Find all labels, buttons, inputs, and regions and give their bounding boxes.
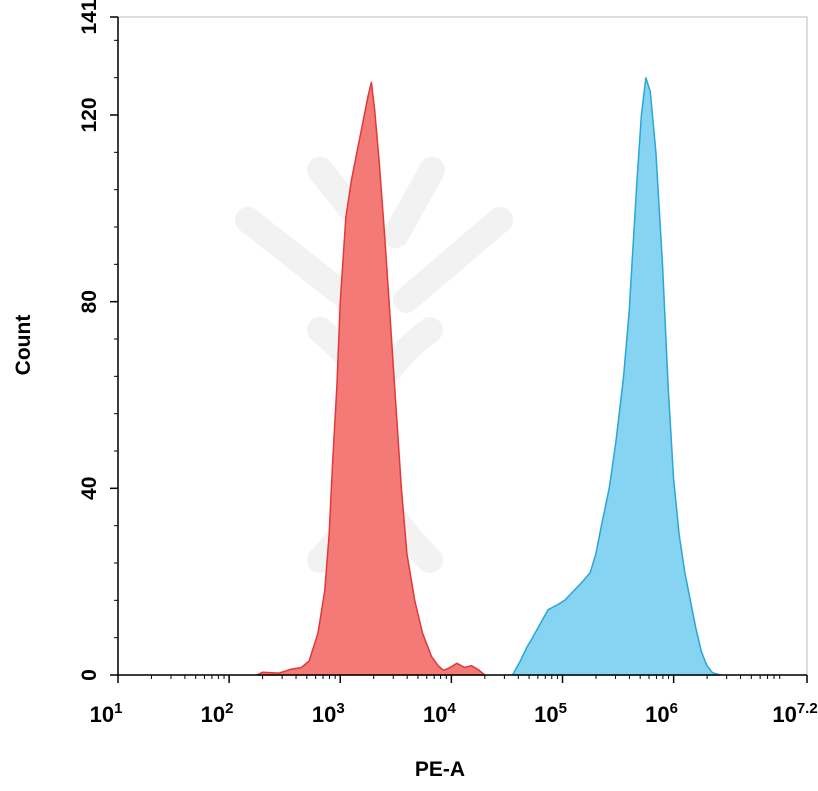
x-tick-label: 102 xyxy=(201,700,234,727)
x-tick-label: 103 xyxy=(312,700,345,727)
plot-frame xyxy=(117,16,808,676)
x-tick-label: 107.2 xyxy=(772,700,817,727)
y-axis-title: Count xyxy=(12,315,35,376)
x-axis-title: PE-A xyxy=(415,758,465,781)
y-tick-label: 40 xyxy=(78,477,101,500)
y-tick-label: 120 xyxy=(78,97,101,132)
x-tick-label: 101 xyxy=(90,700,123,727)
y-tick-label: 0 xyxy=(78,669,101,681)
histogram-series-2 xyxy=(511,76,722,676)
series-layer xyxy=(256,76,722,676)
histogram-series-1 xyxy=(256,81,486,676)
y-tick-label: 80 xyxy=(78,290,101,313)
x-tick-label: 105 xyxy=(534,700,567,727)
x-axis-ticks: 101 102 103 104 105 106 107.2 xyxy=(90,675,818,727)
x-tick-label: 106 xyxy=(645,700,678,727)
y-tick-label: 141 xyxy=(78,0,101,35)
y-axis-ticks: 0 40 80 120 141 xyxy=(78,0,118,681)
x-tick-label: 104 xyxy=(423,700,456,727)
